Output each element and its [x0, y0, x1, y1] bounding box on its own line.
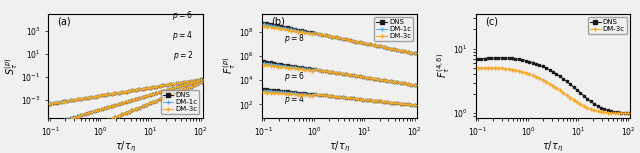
Y-axis label: $F_\tau^{(p)}$: $F_\tau^{(p)}$ [221, 57, 238, 75]
Text: $p=6$: $p=6$ [284, 70, 305, 83]
X-axis label: $\tau/\tau_\eta$: $\tau/\tau_\eta$ [115, 139, 136, 153]
Text: $p=2$: $p=2$ [173, 49, 193, 62]
Legend: DNS, DM-3c: DNS, DM-3c [588, 17, 627, 34]
Text: (a): (a) [58, 17, 71, 27]
Y-axis label: $F_\tau^{(4,6)}$: $F_\tau^{(4,6)}$ [435, 53, 452, 78]
Legend: DNS, DM-1c, DM-3c: DNS, DM-1c, DM-3c [161, 90, 200, 114]
Text: $p=4$: $p=4$ [172, 29, 193, 42]
X-axis label: $\tau/\tau_\eta$: $\tau/\tau_\eta$ [543, 139, 563, 153]
Text: (c): (c) [485, 17, 498, 27]
Text: $p=6$: $p=6$ [173, 9, 193, 22]
X-axis label: $\tau/\tau_\eta$: $\tau/\tau_\eta$ [329, 139, 349, 153]
Text: $p=4$: $p=4$ [284, 93, 305, 106]
Y-axis label: $S_\tau^{(p)}$: $S_\tau^{(p)}$ [3, 57, 20, 75]
Legend: DNS, DM-1c, DM-3c: DNS, DM-1c, DM-3c [374, 17, 413, 41]
Text: (b): (b) [271, 17, 285, 27]
Text: $p=8$: $p=8$ [284, 32, 305, 45]
